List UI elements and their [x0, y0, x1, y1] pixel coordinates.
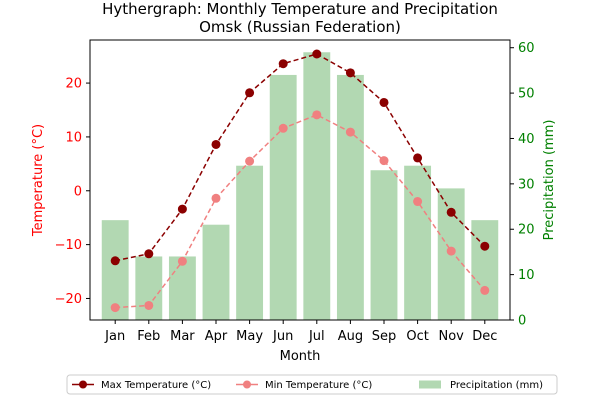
max-temp-point-feb: [144, 249, 154, 259]
precip-bar-may: [236, 165, 264, 320]
legend-max-marker: [79, 380, 87, 389]
min-temp-point-dec: [480, 285, 490, 295]
max-temp-point-sep: [379, 97, 389, 107]
y-left-tick-label: −10: [55, 238, 82, 253]
max-temp-point-aug: [345, 68, 355, 78]
y-left-tick-label: −20: [55, 292, 82, 307]
min-temp-line: [115, 114, 486, 309]
y-axis-left: −20 −10 0 10 20: [55, 77, 90, 307]
min-temp-point-aug: [345, 127, 355, 137]
y-axis-left-label: Temperature (°C): [31, 124, 46, 237]
precip-bar-dec: [471, 220, 499, 320]
min-temp-point-oct: [413, 197, 423, 207]
legend-min-label: Min Temperature (°C): [265, 380, 372, 391]
max-temp-point-apr: [211, 139, 221, 149]
max-temp-line: [115, 53, 486, 262]
legend-precip-label: Precipitation (mm): [450, 380, 543, 391]
x-tick-label: May: [236, 329, 263, 344]
y-left-tick-label: 20: [65, 77, 82, 92]
x-axis-label: Month: [280, 349, 321, 364]
y-left-tick-label: 0: [74, 184, 82, 199]
legend: Max Temperature (°C) Min Temperature (°C)…: [66, 374, 558, 395]
legend-precip-swatch: [419, 380, 441, 389]
plot-frame: [89, 39, 511, 321]
min-temp-point-apr: [211, 193, 221, 203]
max-temp-point-oct: [413, 153, 423, 163]
legend-min-marker: [243, 380, 251, 389]
y-axis-right: 0 10 20 30 40 50 60: [510, 41, 535, 329]
temperature-lines: [110, 49, 490, 313]
y-left-tick-label: 10: [65, 130, 82, 145]
precip-bar-sep: [370, 170, 398, 320]
min-temp-point-jan: [110, 303, 120, 313]
x-tick-label: Aug: [338, 329, 363, 344]
x-tick-label: Oct: [406, 329, 428, 344]
max-temp-point-nov: [446, 207, 456, 217]
x-tick-label: Jun: [272, 329, 293, 344]
x-tick-label: Dec: [472, 329, 497, 344]
x-tick-label: Nov: [439, 329, 465, 344]
precip-bar-jun: [269, 74, 297, 321]
max-temp-point-may: [245, 88, 255, 98]
x-tick-label: Sep: [372, 329, 397, 344]
min-temp-point-mar: [177, 256, 187, 266]
precip-bar-feb: [135, 256, 163, 320]
y-right-tick-label: 50: [518, 87, 535, 102]
max-temp-point-mar: [177, 204, 187, 214]
precip-bar-oct: [404, 165, 432, 320]
x-tick-label: Jul: [308, 329, 325, 344]
min-temp-point-nov: [446, 246, 456, 256]
max-temp-point-jan: [110, 256, 120, 266]
y-right-tick-label: 20: [518, 223, 535, 238]
precip-bar-jul: [303, 52, 331, 320]
x-tick-label: Feb: [137, 329, 160, 344]
x-tick-label: Apr: [205, 329, 228, 344]
chart-title-line1: Hythergraph: Monthly Temperature and Pre…: [102, 0, 498, 18]
max-temp-point-dec: [480, 241, 490, 251]
y-right-tick-label: 60: [518, 41, 535, 56]
y-right-tick-label: 0: [518, 314, 526, 329]
max-temp-point-jun: [278, 59, 288, 69]
chart-title-line2: Omsk (Russian Federation): [199, 18, 401, 36]
y-axis-right-label: Precipitation (mm): [542, 120, 557, 241]
legend-max-label: Max Temperature (°C): [101, 380, 211, 391]
precip-bar-apr: [202, 224, 230, 320]
min-temp-point-jul: [312, 110, 322, 120]
y-right-tick-label: 10: [518, 268, 535, 283]
y-right-tick-label: 40: [518, 132, 535, 147]
precipitation-bars: [101, 52, 499, 321]
x-axis: Jan Feb Mar Apr May Jun Jul Aug Sep Oct Nov Dec: [104, 320, 497, 344]
min-temp-point-may: [245, 156, 255, 166]
x-tick-label: Mar: [170, 329, 195, 344]
precip-bar-mar: [168, 256, 196, 320]
x-tick-label: Jan: [104, 329, 125, 344]
precip-bar-aug: [336, 74, 364, 321]
max-temp-point-jul: [312, 49, 322, 59]
y-right-tick-label: 30: [518, 177, 535, 192]
min-temp-point-sep: [379, 156, 389, 166]
min-temp-point-feb: [144, 300, 154, 310]
legend-frame: [66, 374, 558, 395]
min-temp-point-jun: [278, 123, 288, 133]
